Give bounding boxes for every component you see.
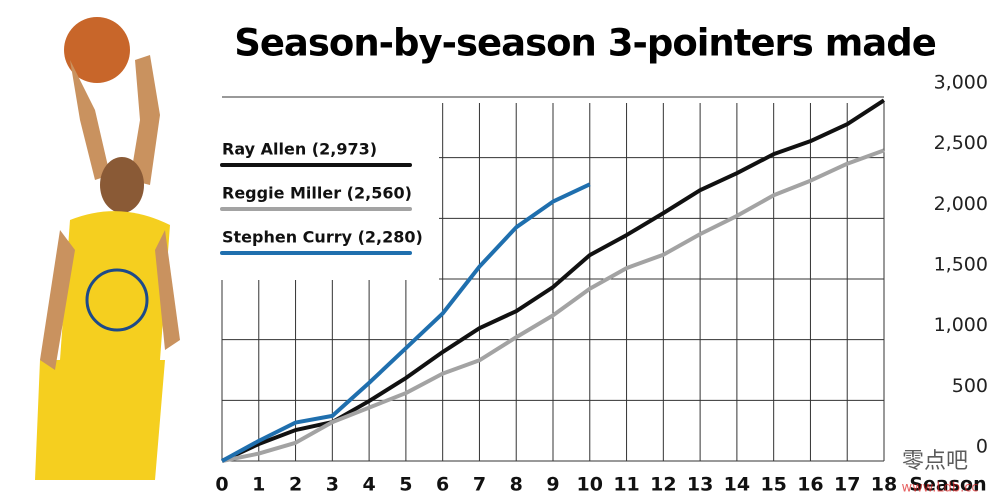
x-tick-label: 7	[473, 474, 486, 496]
x-tick-label: 8	[510, 474, 523, 496]
legend-label: Ray Allen (2,973)	[222, 140, 377, 159]
x-tick-label: 15	[760, 474, 786, 496]
x-tick-label: 18	[871, 474, 897, 496]
x-tick-label: 3	[326, 474, 339, 496]
x-tick-label: 4	[362, 474, 375, 496]
y-tick-label: 2,500	[934, 132, 988, 154]
y-tick-label: 0	[976, 436, 988, 458]
watermark: www.Ldb.cc	[901, 481, 978, 496]
legend-label: Stephen Curry (2,280)	[222, 228, 423, 247]
watermark: 零点吧	[902, 449, 968, 474]
y-tick-label: 2,000	[934, 193, 988, 215]
x-tick-label: 16	[797, 474, 823, 496]
x-tick-label: 13	[687, 474, 713, 496]
x-tick-label: 9	[546, 474, 559, 496]
x-tick-label: 11	[613, 474, 639, 496]
x-tick-label: 17	[834, 474, 860, 496]
x-tick-label: 14	[724, 474, 750, 496]
y-tick-label: 3,000	[934, 72, 988, 94]
x-tick-label: 1	[252, 474, 265, 496]
x-tick-label: 5	[399, 474, 412, 496]
x-tick-label: 0	[215, 474, 228, 496]
legend-label: Reggie Miller (2,560)	[222, 184, 412, 203]
x-tick-label: 2	[289, 474, 302, 496]
x-axis-label: Season	[909, 474, 986, 496]
x-tick-label: 6	[436, 474, 449, 496]
x-tick-label: 12	[650, 474, 676, 496]
x-tick-label: 10	[577, 474, 603, 496]
y-tick-label: 500	[952, 375, 988, 397]
y-tick-label: 1,000	[934, 314, 988, 336]
series-line	[221, 182, 591, 463]
y-tick-label: 1,500	[934, 254, 988, 276]
player-photo	[35, 17, 180, 480]
chart-title: Season-by-season 3-pointers made	[234, 22, 936, 65]
series-line	[221, 148, 885, 463]
legend-background	[215, 100, 439, 280]
